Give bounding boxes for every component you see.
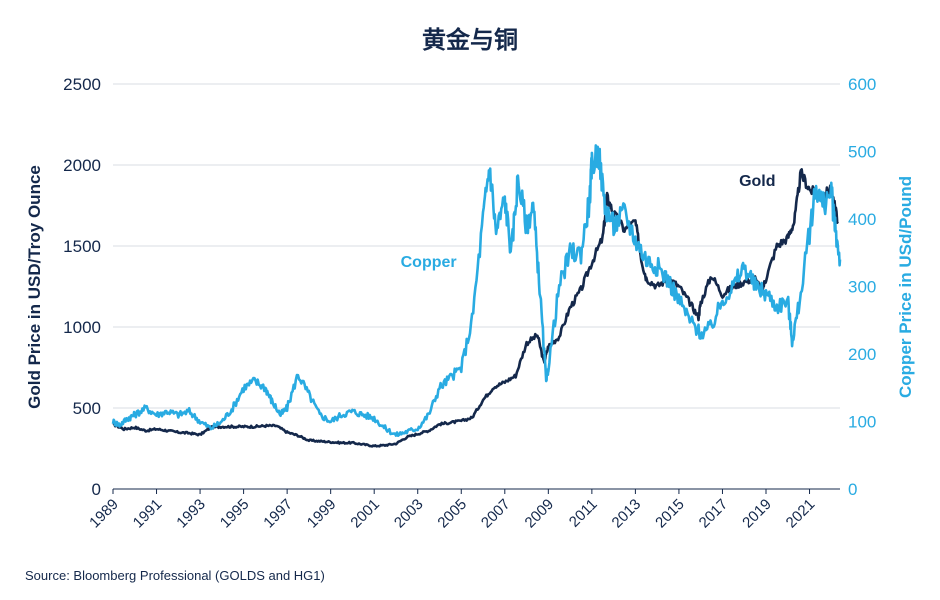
x-tick-label: 2021 [783, 496, 819, 532]
y-axis-left: 0 500 1000 1500 2000 2500 [63, 75, 101, 499]
x-tick-label: 1991 [130, 496, 166, 532]
x-tick-label: 2001 [347, 496, 383, 532]
x-tick-label: 2005 [434, 496, 470, 532]
y-right-tick-label: 600 [848, 75, 876, 94]
y-right-tick-label: 100 [848, 413, 876, 432]
y-left-tick-label: 2000 [63, 156, 101, 175]
x-tick-label: 2009 [522, 496, 558, 532]
x-tick-label: 1999 [304, 496, 340, 532]
series-line-copper [111, 144, 842, 437]
y-left-tick-label: 1500 [63, 237, 101, 256]
y-left-tick-label: 500 [73, 399, 101, 418]
x-tick-label: 2003 [391, 496, 427, 532]
source-note: Source: Bloomberg Professional (GOLDS an… [25, 568, 325, 583]
y-right-tick-label: 400 [848, 210, 876, 229]
x-tick-label: 2017 [696, 496, 732, 532]
x-tick-label: 2013 [609, 496, 645, 532]
x-tick-label: 2007 [478, 496, 514, 532]
chart-title: 黄金与铜 [422, 26, 518, 54]
annotations: Gold Copper [401, 173, 776, 271]
x-tick-label: 2019 [739, 496, 775, 532]
x-tick-label: 1997 [260, 496, 296, 532]
x-axis: 1989 1991 1993 1995 1997 1999 2001 2003 2005 2007… [86, 488, 840, 532]
y-right-tick-label: 0 [848, 480, 857, 499]
x-tick-label: 2011 [566, 496, 601, 531]
y-axis-left-label: Gold Price in USD/Troy Ounce [25, 165, 44, 409]
y-axis-right-label: Copper Price in USd/Pound [896, 176, 915, 398]
series-group [111, 144, 842, 448]
y-left-tick-label: 1000 [63, 318, 101, 337]
annotation-copper: Copper [401, 254, 457, 271]
series-line-gold [112, 168, 839, 448]
y-right-tick-label: 300 [848, 278, 876, 297]
x-tick-label: 1995 [217, 496, 253, 532]
y-right-tick-label: 500 [848, 143, 876, 162]
annotation-gold: Gold [739, 173, 775, 190]
x-tick-label: 1993 [173, 496, 209, 532]
x-tick-label: 2015 [652, 496, 688, 532]
y-right-tick-label: 200 [848, 345, 876, 364]
y-axis-right: 0 100 200 300 400 500 600 [848, 75, 876, 499]
x-tick-label: 1989 [86, 496, 122, 532]
y-left-tick-label: 2500 [63, 75, 101, 94]
y-left-tick-label: 0 [92, 480, 101, 499]
